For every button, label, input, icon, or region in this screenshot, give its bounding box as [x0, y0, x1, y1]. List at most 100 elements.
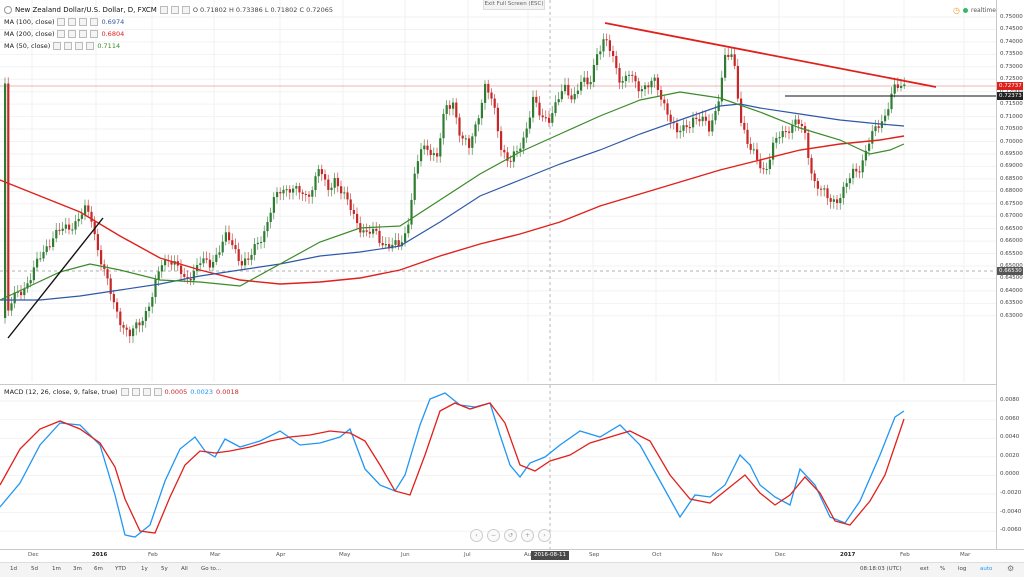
ma200-label[interactable]: MA (200, close) [4, 30, 55, 38]
candle-body [567, 84, 570, 96]
ma50-close-icon[interactable] [75, 42, 84, 50]
candle-body [893, 84, 896, 94]
time-axis-label: Dec [28, 552, 39, 558]
macd-settings-icon[interactable] [131, 388, 140, 396]
range-all[interactable]: All [181, 566, 188, 572]
reset-icon[interactable]: ↺ [504, 529, 517, 542]
clock-icon[interactable]: ◷ [953, 6, 960, 15]
time-axis-label: Mar [960, 552, 971, 558]
candle-body [298, 186, 301, 193]
candle-body [676, 123, 679, 133]
candle-body [218, 252, 221, 255]
candle-body [426, 145, 429, 150]
range-5d[interactable]: 5d [31, 566, 38, 572]
candle-body [388, 244, 391, 249]
macd-label[interactable]: MACD (12, 26, close, 9, false, true) [4, 388, 118, 396]
ma100-settings-icon[interactable] [68, 18, 77, 26]
price-chart-pane[interactable] [0, 0, 996, 382]
price-tick-label: 0.63000 [1000, 312, 1023, 319]
exit-full-screen-button[interactable]: Exit Full Screen (ESC) [483, 0, 545, 10]
range-3m[interactable]: 3m [73, 566, 82, 572]
candle-body [832, 199, 835, 202]
zoom-in-icon[interactable]: + [521, 529, 534, 542]
candle-body [800, 123, 803, 127]
ma100-label[interactable]: MA (100, close) [4, 18, 55, 26]
candle-body [247, 258, 250, 260]
ma50-eye-icon[interactable] [53, 42, 62, 50]
symbol-title[interactable]: New Zealand Dollar/U.S. Dollar, D, FXCM [15, 6, 157, 14]
macd-tick-label: 0.0080 [1000, 397, 1020, 403]
ma50-settings-icon[interactable] [64, 42, 73, 50]
ma50-more-icon[interactable] [86, 42, 95, 50]
settings-gear-icon[interactable]: ⚙ [1007, 564, 1015, 573]
range-1d[interactable]: 1d [10, 566, 17, 572]
price-chart[interactable] [0, 0, 996, 382]
ma100-close-icon[interactable] [79, 18, 88, 26]
candle-body [263, 231, 266, 243]
ma200-line [0, 135, 905, 285]
ma200-more-icon[interactable] [90, 30, 99, 38]
macd-tick-label: -0.0060 [1000, 527, 1022, 534]
candle-body [349, 199, 352, 211]
candle-body [816, 181, 819, 189]
range-ytd[interactable]: YTD [115, 566, 126, 572]
candle-body [327, 179, 330, 190]
price-tick-label: 0.65000 [1000, 263, 1023, 269]
ma200-eye-icon[interactable] [57, 30, 66, 38]
candle-body [634, 75, 637, 82]
ext-toggle[interactable]: ext [920, 566, 929, 572]
ma100-eye-icon[interactable] [57, 18, 66, 26]
candle-body [432, 153, 435, 156]
ma50-line [0, 91, 905, 301]
ma200-settings-icon[interactable] [68, 30, 77, 38]
log-toggle[interactable]: log [958, 566, 967, 572]
ma50-value: 0.7114 [97, 42, 121, 50]
candle-body [743, 122, 746, 130]
time-axis[interactable] [0, 549, 1024, 563]
candle-body [221, 241, 224, 253]
candle-body [119, 311, 122, 326]
legend-close-icon[interactable] [181, 6, 190, 14]
scroll-left-icon[interactable]: ‹ [470, 529, 483, 542]
candle-body [653, 77, 656, 81]
auto-toggle[interactable]: auto [980, 566, 993, 572]
candle-body [864, 150, 867, 161]
macd-chart[interactable] [0, 385, 996, 550]
ma200-close-icon[interactable] [79, 30, 88, 38]
percent-toggle[interactable]: % [940, 566, 946, 572]
candle-body [736, 65, 739, 99]
candle-body [362, 230, 365, 233]
realtime-status: ◷ realtime [953, 6, 996, 15]
candle-body [125, 327, 128, 330]
ma50-label[interactable]: MA (50, close) [4, 42, 51, 50]
macd-close-icon[interactable] [142, 388, 151, 396]
macd-legend: MACD (12, 26, close, 9, false, true) 0.0… [4, 388, 239, 396]
ma200-value: 0.6804 [101, 30, 125, 38]
scroll-right-icon[interactable]: › [538, 529, 551, 542]
candle-body [692, 117, 695, 128]
candle-body [356, 213, 359, 224]
candle-body [714, 111, 717, 121]
candle-body [784, 131, 787, 133]
macd-pane[interactable] [0, 384, 996, 550]
legend-settings-icon[interactable] [170, 6, 179, 14]
candle-body [599, 51, 602, 55]
range-1m[interactable]: 1m [52, 566, 61, 572]
legend-eye-icon[interactable] [159, 6, 168, 14]
candle-body [727, 54, 730, 57]
utc-clock[interactable]: 08:18:03 (UTC) [860, 566, 902, 572]
macd-eye-icon[interactable] [120, 388, 129, 396]
zoom-out-icon[interactable]: − [487, 529, 500, 542]
go-to-button[interactable]: Go to... [201, 566, 222, 572]
price-tick-label: 0.63500 [1000, 300, 1023, 307]
candle-body [794, 119, 797, 125]
range-1y[interactable]: 1y [141, 566, 148, 572]
range-6m[interactable]: 6m [94, 566, 103, 572]
candle-body [84, 205, 87, 215]
ma100-more-icon[interactable] [90, 18, 99, 26]
macd-more-icon[interactable] [153, 388, 162, 396]
candle-body [58, 229, 61, 231]
range-5y[interactable]: 5y [161, 566, 168, 572]
candle-body [746, 129, 749, 144]
candle-body [471, 136, 474, 148]
